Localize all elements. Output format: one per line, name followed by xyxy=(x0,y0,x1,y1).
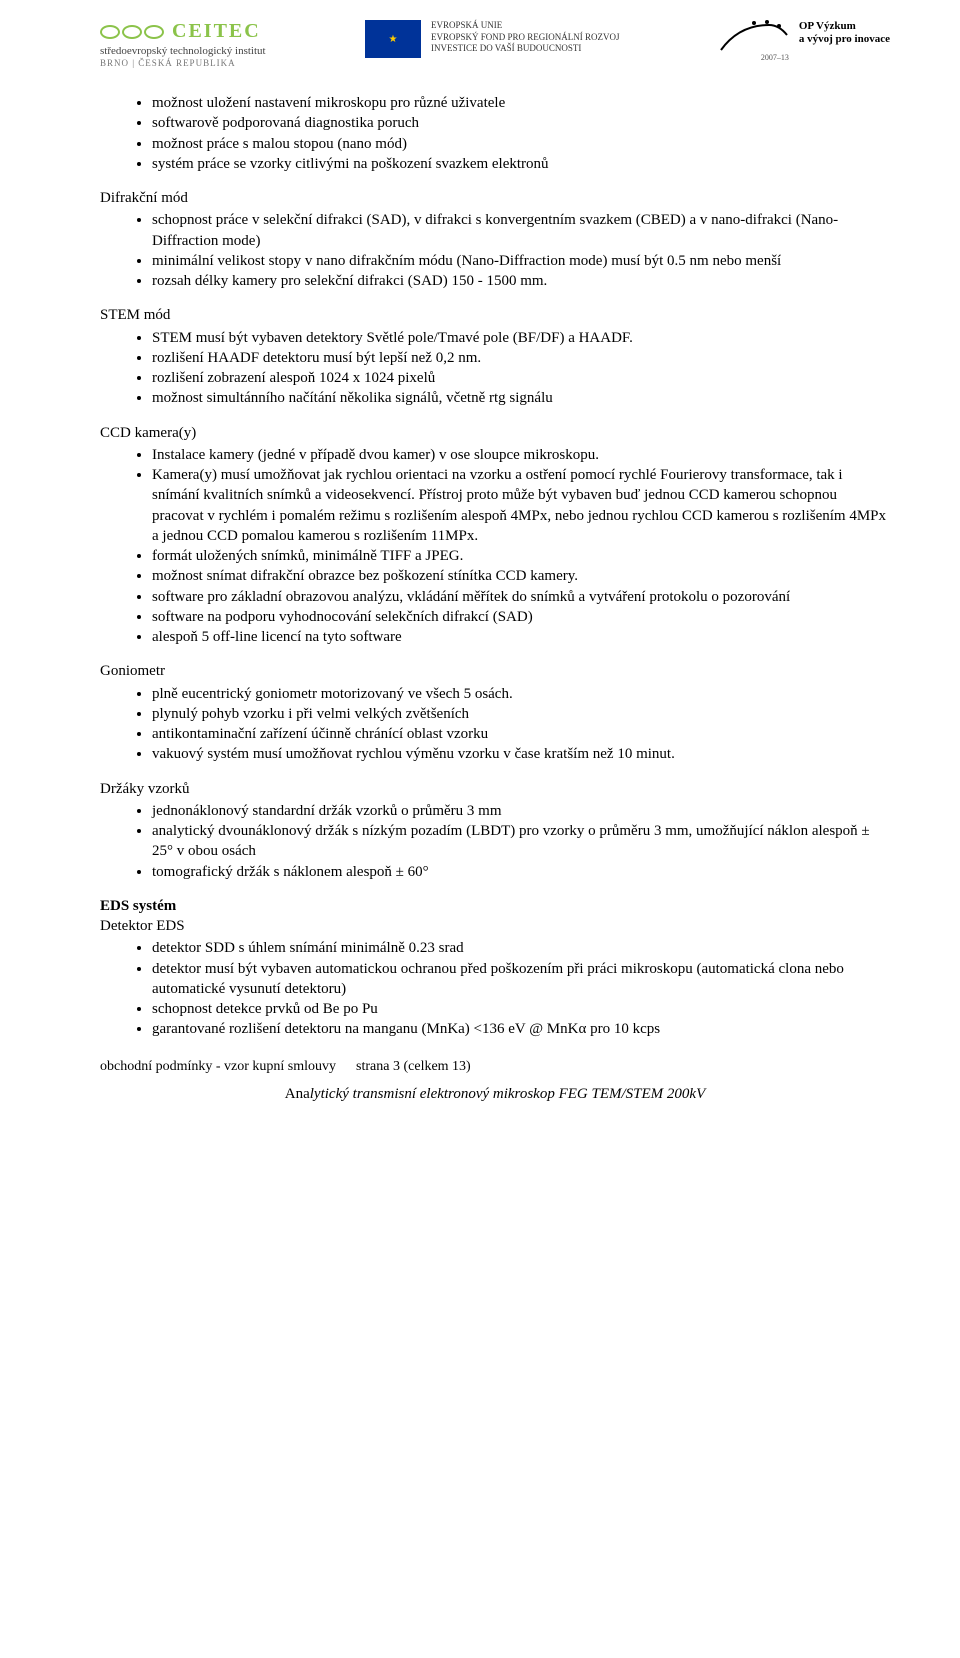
list-item: rozlišení HAADF detektoru musí být lepší… xyxy=(152,348,890,368)
op-logo-block: 2007–13 OP Výzkum a vývoj pro inovace xyxy=(719,20,890,62)
section-difrakcni: Difrakční mód xyxy=(100,188,890,208)
eu-flag-icon: ★ xyxy=(365,20,421,58)
section-ccd: CCD kamera(y) xyxy=(100,423,890,443)
difrakcni-bullets: schopnost práce v selekční difrakci (SAD… xyxy=(100,210,890,291)
section-eds-sub: Detektor EDS xyxy=(100,916,890,936)
eu-line2: EVROPSKÝ FOND PRO REGIONÁLNÍ ROZVOJ xyxy=(431,32,620,44)
footer-left: obchodní podmínky - vzor kupní smlouvy xyxy=(100,1058,336,1077)
ceitec-location: BRNO | ČESKÁ REPUBLIKA xyxy=(100,58,266,68)
list-item: detektor musí být vybaven automatickou o… xyxy=(152,959,890,1000)
section-eds-title: EDS systém xyxy=(100,896,890,916)
footer-right: strana 3 (celkem 13) xyxy=(356,1058,471,1077)
document-page: CEITEC středoevropský technologický inst… xyxy=(0,0,960,1145)
list-item: software pro základní obrazovou analýzu,… xyxy=(152,587,890,607)
list-item: alespoň 5 off-line licencí na tyto softw… xyxy=(152,627,890,647)
footer-meta: obchodní podmínky - vzor kupní smlouvy s… xyxy=(100,1058,890,1077)
page-footer: obchodní podmínky - vzor kupní smlouvy s… xyxy=(100,1058,890,1105)
list-item: možnost uložení nastavení mikroskopu pro… xyxy=(152,93,890,113)
list-item: tomografický držák s náklonem alespoň ± … xyxy=(152,862,890,882)
list-item: software na podporu vyhodnocování selekč… xyxy=(152,607,890,627)
section-stem: STEM mód xyxy=(100,305,890,325)
op-line2: a vývoj pro inovace xyxy=(799,33,890,46)
list-item: softwarově podporovaná diagnostika poruc… xyxy=(152,113,890,133)
list-item: schopnost práce v selekční difrakci (SAD… xyxy=(152,210,890,251)
eu-text: EVROPSKÁ UNIE EVROPSKÝ FOND PRO REGIONÁL… xyxy=(431,20,620,55)
list-item: vakuový systém musí umožňovat rychlou vý… xyxy=(152,744,890,764)
document-content: možnost uložení nastavení mikroskopu pro… xyxy=(100,93,890,1105)
list-item: analytický dvounáklonový držák s nízkým … xyxy=(152,821,890,862)
op-curve-icon xyxy=(719,20,789,55)
list-item: systém práce se vzorky citlivými na pošk… xyxy=(152,154,890,174)
list-item: Kamera(y) musí umožňovat jak rychlou ori… xyxy=(152,465,890,546)
list-item: schopnost detekce prvků od Be po Pu xyxy=(152,999,890,1019)
eu-logo-block: ★ EVROPSKÁ UNIE EVROPSKÝ FOND PRO REGION… xyxy=(365,20,620,58)
eu-line1: EVROPSKÁ UNIE xyxy=(431,20,620,32)
list-item: možnost práce s malou stopou (nano mód) xyxy=(152,134,890,154)
list-item: minimální velikost stopy v nano difrakčn… xyxy=(152,251,890,271)
list-item: STEM musí být vybaven detektory Světlé p… xyxy=(152,328,890,348)
footer-italic-pre: Ana xyxy=(285,1086,310,1102)
list-item: možnost snímat difrakční obrazce bez poš… xyxy=(152,566,890,586)
list-item: Instalace kamery (jedné v případě dvou k… xyxy=(152,445,890,465)
op-label: OP Výzkum a vývoj pro inovace xyxy=(799,20,890,46)
list-item: formát uložených snímků, minimálně TIFF … xyxy=(152,546,890,566)
list-item: antikontaminační zařízení účinně chráníc… xyxy=(152,724,890,744)
list-item: plně eucentrický goniometr motorizovaný … xyxy=(152,684,890,704)
stem-bullets: STEM musí být vybaven detektory Světlé p… xyxy=(100,328,890,409)
eds-bullets: detektor SDD s úhlem snímání minimálně 0… xyxy=(100,938,890,1039)
ceitec-logo-block: CEITEC středoevropský technologický inst… xyxy=(100,20,266,68)
list-item: jednonáklonový standardní držák vzorků o… xyxy=(152,801,890,821)
eu-line3: INVESTICE DO VAŠÍ BUDOUCNOSTI xyxy=(431,43,620,55)
list-item: rozsah délky kamery pro selekční difrakc… xyxy=(152,271,890,291)
intro-bullets: možnost uložení nastavení mikroskopu pro… xyxy=(100,93,890,174)
list-item: detektor SDD s úhlem snímání minimálně 0… xyxy=(152,938,890,958)
ceitec-rings-icon xyxy=(100,25,164,39)
list-item: rozlišení zobrazení alespoň 1024 x 1024 … xyxy=(152,368,890,388)
ceitec-logo: CEITEC xyxy=(100,20,266,43)
ccd-bullets: Instalace kamery (jedné v případě dvou k… xyxy=(100,445,890,648)
op-line1: OP Výzkum xyxy=(799,20,890,33)
gonio-bullets: plně eucentrický goniometr motorizovaný … xyxy=(100,684,890,765)
drzaky-bullets: jednonáklonový standardní držák vzorků o… xyxy=(100,801,890,882)
ceitec-name: CEITEC xyxy=(172,20,261,43)
footer-italic: Analytický transmisní elektronový mikros… xyxy=(100,1084,890,1104)
op-curve-block: 2007–13 xyxy=(719,20,789,62)
ceitec-subtitle: středoevropský technologický institut xyxy=(100,45,266,57)
section-drzaky: Držáky vzorků xyxy=(100,779,890,799)
section-goniometr: Goniometr xyxy=(100,661,890,681)
list-item: plynulý pohyb vzorku i při velmi velkých… xyxy=(152,704,890,724)
list-item: možnost simultánního načítání několika s… xyxy=(152,388,890,408)
footer-italic-rest: lytický transmisní elektronový mikroskop… xyxy=(310,1086,705,1102)
list-item: garantované rozlišení detektoru na manga… xyxy=(152,1019,890,1039)
page-header: CEITEC středoevropský technologický inst… xyxy=(100,20,890,68)
